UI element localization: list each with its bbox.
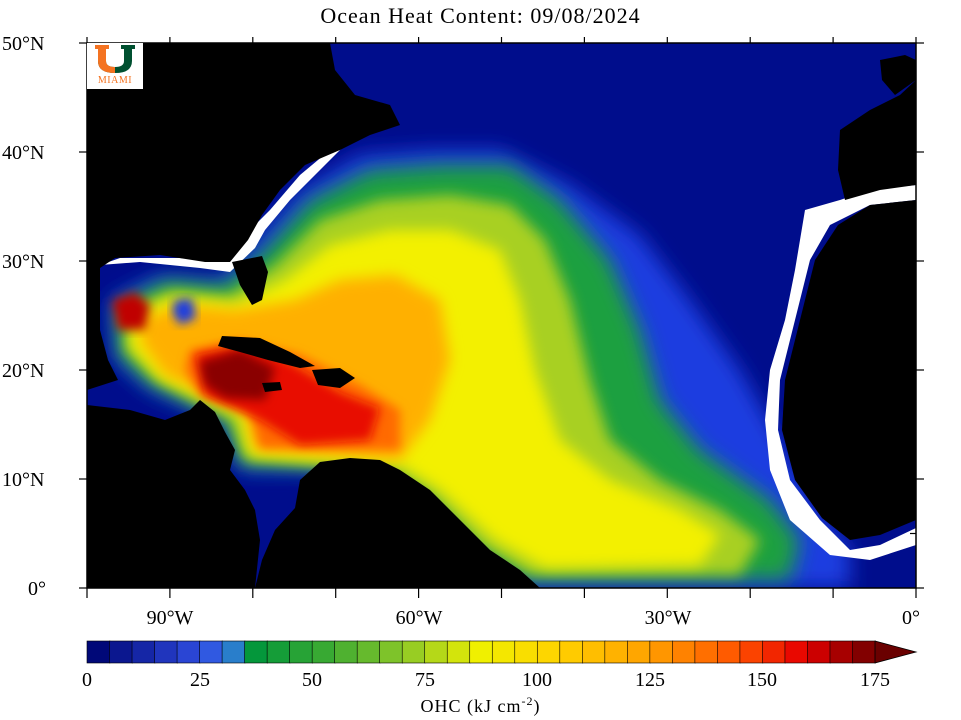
- colorbar-label-150: 150: [747, 669, 777, 691]
- colorbar-bin: [627, 640, 651, 664]
- colorbar-label-125: 125: [635, 669, 665, 691]
- colorbar-bin: [784, 640, 809, 664]
- colorbar-bin: [424, 640, 449, 664]
- colorbar-bin: [559, 640, 584, 664]
- colorbar-units: OHC (kJ cm-2): [420, 694, 541, 716]
- colorbar-bin: [582, 640, 606, 664]
- lat-label-50n: 50°N: [2, 33, 45, 55]
- colorbar-bin: [401, 640, 426, 664]
- colorbar-bin: [356, 640, 381, 664]
- lat-label-20n: 20°N: [2, 360, 45, 382]
- colorbar-bin: [154, 640, 178, 664]
- logo-text: MIAMI: [97, 75, 133, 86]
- colorbar-bin: [244, 640, 268, 664]
- colorbar-bin: [131, 640, 156, 664]
- colorbar-bin: [852, 640, 876, 664]
- lon-label-90w: 90°W: [146, 607, 194, 629]
- colorbar-bin: [176, 640, 201, 664]
- colorbar-bin: [739, 640, 764, 664]
- map-title: Ocean Heat Content: 09/08/2024: [320, 3, 641, 28]
- colorbar-bin: [829, 640, 854, 664]
- lon-label-0: 0°: [902, 607, 920, 629]
- africa: [838, 43, 916, 200]
- colorbar-bin: [807, 640, 831, 664]
- lat-label-10n: 10°N: [2, 469, 45, 491]
- colorbar-bin: [446, 640, 471, 664]
- colorbar-bin: [491, 640, 516, 664]
- colorbar-bin: [536, 640, 561, 664]
- u-logo-icon: [95, 45, 135, 73]
- heat-field: [110, 150, 850, 588]
- colorbar-label-50: 50: [302, 669, 322, 691]
- lat-label-0: 0°: [28, 578, 46, 600]
- north-america: [87, 43, 400, 390]
- colorbar-label-25: 25: [190, 669, 210, 691]
- colorbar-bin: [694, 640, 719, 664]
- colorbar-bin: [672, 640, 696, 664]
- lon-label-60w: 60°W: [395, 607, 443, 629]
- lon-label-30w: 30°W: [644, 607, 692, 629]
- colorbar-extend-arrow: [874, 640, 918, 664]
- colorbar-bin: [717, 640, 741, 664]
- cuba: [218, 336, 315, 368]
- colorbar-label-100: 100: [522, 669, 552, 691]
- axis-ticks: [79, 37, 924, 598]
- colorbar-bin: [311, 640, 336, 664]
- colorbar-label-75: 75: [415, 669, 435, 691]
- colorbar-bin: [604, 640, 629, 664]
- lat-label-30n: 30°N: [2, 251, 45, 273]
- colorbar-bin: [334, 640, 358, 664]
- land: [87, 43, 916, 588]
- colorbar-bin: [199, 640, 223, 664]
- colorbar-bin: [86, 640, 111, 664]
- miami-logo: MIAMI: [87, 43, 143, 89]
- colorbar-bin: [109, 640, 133, 664]
- colorbar-label-175: 175: [860, 669, 890, 691]
- colorbar-bin: [762, 640, 786, 664]
- colorbar-bin: [514, 640, 539, 664]
- colorbar-bin: [266, 640, 291, 664]
- lat-label-40n: 40°N: [2, 142, 45, 164]
- south-america: [255, 458, 540, 588]
- colorbar-label-0: 0: [82, 669, 92, 691]
- colorbar: [86, 640, 918, 664]
- colorbar-bin: [289, 640, 313, 664]
- colorbar-bin: [649, 640, 674, 664]
- coast-gaps: [100, 140, 916, 560]
- colorbar-bin: [469, 640, 494, 664]
- colorbar-bin: [221, 640, 246, 664]
- colorbar-bin: [379, 640, 403, 664]
